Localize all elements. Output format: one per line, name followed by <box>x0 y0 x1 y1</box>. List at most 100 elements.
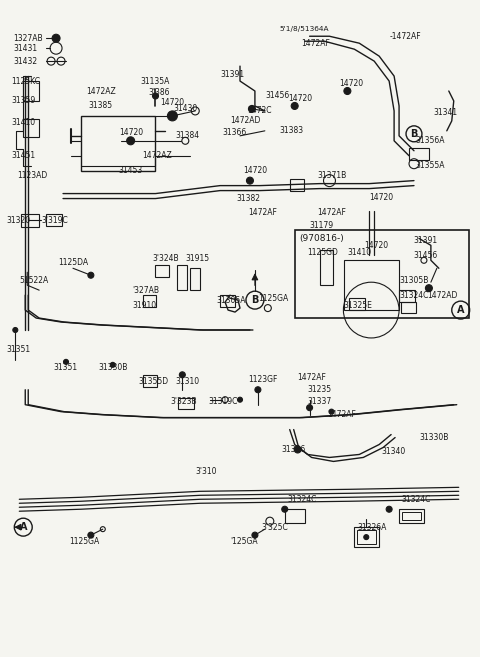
Text: 31355A: 31355A <box>415 161 444 170</box>
Circle shape <box>153 93 158 99</box>
Text: 31456: 31456 <box>413 251 437 260</box>
Text: 1125DA: 1125DA <box>58 258 88 267</box>
Bar <box>290 179 304 191</box>
Bar <box>349 298 365 310</box>
Text: 31351: 31351 <box>53 363 77 373</box>
Text: 1472AF: 1472AF <box>298 373 326 382</box>
Text: 1123GF: 1123GF <box>248 375 277 384</box>
Circle shape <box>63 359 69 365</box>
Text: 31179: 31179 <box>310 221 334 230</box>
Text: 14720: 14720 <box>119 128 143 137</box>
Text: 1472AF: 1472AF <box>318 208 347 217</box>
Text: 31432: 31432 <box>13 57 37 66</box>
Text: A: A <box>20 522 27 532</box>
Text: 1327AB: 1327AB <box>13 34 43 43</box>
Text: 1472AF: 1472AF <box>248 208 277 217</box>
Circle shape <box>168 111 178 121</box>
Bar <box>285 509 305 523</box>
Text: 31340: 31340 <box>381 447 406 456</box>
Text: 1472C: 1472C <box>247 106 272 116</box>
Text: 31915: 31915 <box>185 254 209 263</box>
Circle shape <box>344 87 351 95</box>
Text: 31355D: 31355D <box>139 377 168 386</box>
Text: 31341: 31341 <box>434 108 458 118</box>
Bar <box>23 119 39 137</box>
Text: 1125KC: 1125KC <box>12 77 40 85</box>
Text: 3'310: 3'310 <box>195 467 217 476</box>
Text: '327AB: '327AB <box>132 286 160 294</box>
Text: 31320: 31320 <box>6 216 31 225</box>
Text: 3'325C: 3'325C <box>262 523 288 532</box>
Text: 1472AZ: 1472AZ <box>86 87 116 95</box>
Circle shape <box>425 284 432 292</box>
Bar <box>399 290 415 302</box>
Text: 14720: 14720 <box>160 99 185 108</box>
Text: 31330B: 31330B <box>419 433 448 442</box>
Circle shape <box>255 387 261 393</box>
Text: 31310: 31310 <box>175 377 200 386</box>
Text: 3'323B: 3'323B <box>170 397 197 406</box>
Bar <box>46 214 62 227</box>
Bar <box>357 530 376 544</box>
Circle shape <box>246 177 253 184</box>
Text: 31324C: 31324C <box>399 290 429 300</box>
Text: 1125GD: 1125GD <box>308 248 338 257</box>
Bar <box>178 265 187 290</box>
Text: 5'1/8/51364A: 5'1/8/51364A <box>280 26 329 32</box>
Text: 1125GA: 1125GA <box>69 537 99 545</box>
Text: 14720: 14720 <box>243 166 267 175</box>
Text: 31324C: 31324C <box>401 495 431 504</box>
Text: 1472AD: 1472AD <box>427 290 457 300</box>
Bar <box>81 116 156 171</box>
Circle shape <box>13 327 18 332</box>
Circle shape <box>180 372 185 378</box>
Text: 31391: 31391 <box>413 236 437 245</box>
Circle shape <box>88 272 94 278</box>
Text: 1123AD: 1123AD <box>17 171 48 180</box>
Text: 31391: 31391 <box>220 70 244 79</box>
Bar <box>143 374 157 387</box>
Circle shape <box>386 507 392 512</box>
Bar <box>21 214 39 227</box>
Text: B: B <box>251 295 259 305</box>
Circle shape <box>307 405 312 411</box>
Text: (970816-): (970816-) <box>300 234 345 243</box>
Circle shape <box>110 363 115 367</box>
Text: 31326A: 31326A <box>357 523 387 532</box>
Text: 31325E: 31325E <box>343 301 372 309</box>
Text: 31337: 31337 <box>308 397 332 406</box>
Text: 31319C: 31319C <box>208 397 238 406</box>
Bar <box>320 250 334 285</box>
Text: 31135A: 31135A <box>141 77 170 85</box>
Text: 31305A: 31305A <box>216 296 246 305</box>
Text: 31356: 31356 <box>282 445 306 454</box>
Bar <box>409 148 429 160</box>
Bar <box>190 268 200 290</box>
Bar <box>399 509 424 523</box>
Circle shape <box>249 105 255 112</box>
Text: 3'386: 3'386 <box>148 89 170 97</box>
Text: 3'319C: 3'319C <box>41 216 68 225</box>
Text: 31431: 31431 <box>13 43 37 53</box>
Text: '125GA: '125GA <box>230 537 258 545</box>
Text: 31910: 31910 <box>132 301 157 309</box>
Text: 1472AD: 1472AD <box>230 116 261 125</box>
Circle shape <box>238 397 242 402</box>
Circle shape <box>52 34 60 42</box>
Text: 31359: 31359 <box>12 97 36 106</box>
Text: 31371B: 31371B <box>318 171 347 180</box>
Text: 31324C: 31324C <box>288 495 317 504</box>
Bar <box>344 260 399 310</box>
Bar <box>220 295 235 307</box>
Text: 31456: 31456 <box>266 91 290 101</box>
Bar <box>402 512 421 520</box>
Text: 31383: 31383 <box>280 126 304 135</box>
Text: 51522A: 51522A <box>19 276 48 284</box>
Text: 31330B: 31330B <box>99 363 128 373</box>
Text: 1472AF: 1472AF <box>327 410 356 419</box>
Text: 1472AZ: 1472AZ <box>143 151 172 160</box>
Circle shape <box>88 532 94 538</box>
Circle shape <box>127 137 134 145</box>
Bar <box>23 81 39 101</box>
Circle shape <box>252 532 258 538</box>
